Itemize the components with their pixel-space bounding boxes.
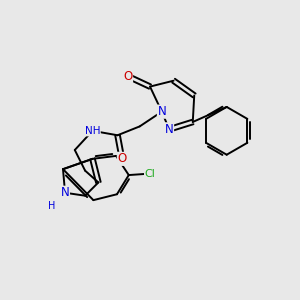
- Text: O: O: [117, 152, 127, 165]
- Text: NH: NH: [85, 126, 100, 136]
- Text: N: N: [158, 105, 166, 118]
- Text: N: N: [165, 123, 173, 136]
- Text: H: H: [48, 201, 56, 211]
- Text: Cl: Cl: [145, 169, 155, 178]
- Text: N: N: [61, 186, 69, 199]
- Text: O: O: [123, 70, 133, 83]
